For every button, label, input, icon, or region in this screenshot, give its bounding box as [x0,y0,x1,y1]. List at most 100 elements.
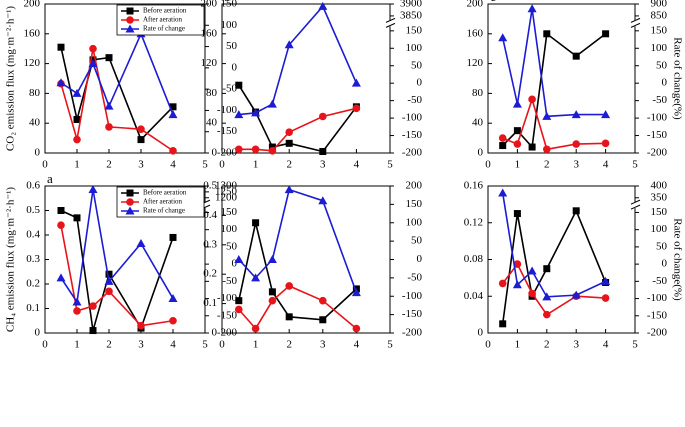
x-tick-label: 1 [74,339,80,351]
x-tick-label: 4 [354,159,360,171]
y-tick-label: 0.16 [464,180,484,192]
y-tick-label: 0.04 [464,290,484,302]
y-tick-label: 0 [35,327,41,339]
y2-tick-label: -50 [652,94,667,106]
marker-circle [235,305,243,314]
x-tick-label: 1 [74,159,80,171]
series-line [60,31,174,115]
y2-tick-label: 1200 [215,191,238,203]
marker-square [499,320,507,328]
series-line [238,84,358,153]
y-tick-label: 200 [467,0,484,10]
panel-label: a [47,171,53,186]
y2-tick-label: 1250 [215,185,238,197]
x-tick-label: 4 [603,339,609,351]
marker-triangle [498,188,508,197]
x-tick-label: 3 [573,339,579,351]
marker-square [528,143,536,151]
marker-square [285,313,293,321]
legend-label: After aeration [143,16,183,24]
marker-square [169,233,177,241]
y-tick-label: 160 [201,27,218,39]
y-tick-label: 0.2 [26,278,40,290]
marker-circle [251,145,260,154]
x-tick-label: 2 [106,159,112,171]
x-tick-label: 1 [253,339,259,351]
marker-square [572,207,580,215]
marker-circle [57,221,65,229]
y2-tick-label: 900 [651,0,668,10]
y2-tick-label: -150 [647,129,668,141]
y2-tick-label: 0 [232,258,238,270]
y2-tick-label: 150 [406,198,423,210]
marker-square [105,270,113,278]
series-line [60,47,174,142]
marker-square [235,81,243,89]
marker-triangle [234,110,244,119]
y2-tick-label: 100 [406,42,423,54]
x-tick-label: 4 [170,159,176,171]
series-line [60,48,174,152]
y2-tick-label: -50 [407,271,422,283]
x-tick-label: 2 [286,339,292,351]
y-tick-label: 0.5 [26,204,40,216]
y2-tick-label: 50 [656,59,668,71]
marker-circle [169,316,177,325]
marker-triangle [512,280,522,289]
axis-break-gap [632,20,641,27]
y2-tick-label: 100 [221,19,238,31]
marker-circle [73,135,81,144]
y2-tick-label: 150 [221,0,238,10]
marker-triangle [234,255,244,263]
marker-circle [498,134,507,142]
marker-triangle [351,78,361,87]
marker-square [252,219,260,227]
marker-square [105,54,113,62]
y2-tick-label: -150 [647,309,668,321]
y-tick-label: 80 [206,87,218,99]
marker-square [543,30,551,38]
y2-tick-label: 100 [406,216,423,228]
y2-tick-label: 350 [651,191,668,203]
marker-triangle [601,110,611,119]
marker-square [513,127,521,135]
marker-square [89,327,97,335]
y2-tick-label: 50 [226,40,238,52]
y2-tick-label: -200 [647,147,668,159]
axis-break [630,17,641,23]
marker-triangle [527,266,537,275]
y-axis-title: CO₂ emission flux (mg·m⁻²·h⁻¹) [5,6,17,152]
y2-tick-label: -100 [402,112,423,124]
legend-label: After aeration [143,198,183,206]
y-tick-label: 0.3 [26,253,40,265]
y2-tick-label: 400 [651,180,668,192]
marker-square [137,136,145,144]
marker-circle [251,324,260,333]
y2-tick-label: -200 [402,327,423,339]
y-tick-label: 120 [201,57,218,69]
x-tick-label: 3 [320,159,326,171]
marker-circle [235,145,243,154]
marker-square [319,316,327,324]
y2-tick-label: 0 [662,77,668,89]
plot-frame [487,3,636,154]
axis-break [630,22,641,28]
marker-circle [89,44,97,53]
axis-break [385,17,396,23]
x-tick-label: 2 [286,159,292,171]
y2-tick-label: -100 [217,292,238,304]
y-tick-label: 0 [35,147,41,159]
marker-square [572,52,580,60]
x-tick-label: 3 [573,159,579,171]
y-tick-label: 0 [212,327,218,339]
x-tick-label: 3 [138,159,144,171]
marker-square [543,265,551,273]
marker-circle [601,139,610,148]
y-tick-label: 0.08 [464,253,484,265]
y2-tick-label: 50 [411,59,423,71]
marker-triangle [542,292,552,301]
axis-break [385,22,396,28]
y2-tick-label: -50 [652,275,667,287]
plot-frame [487,185,636,334]
marker-circle [73,307,81,315]
